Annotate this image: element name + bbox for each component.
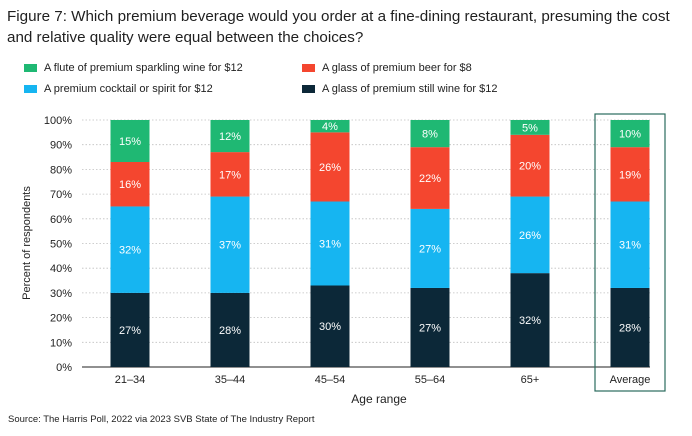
data-label: 8%	[422, 129, 438, 141]
legend-label-still-wine: A glass of premium still wine for $12	[322, 83, 498, 95]
source-note: Source: The Harris Poll, 2022 via 2023 S…	[8, 414, 315, 425]
legend-label-sparkling: A flute of premium sparkling wine for $1…	[44, 62, 243, 74]
data-label: 5%	[522, 122, 538, 134]
bar-segment	[410, 147, 450, 209]
data-label: 27%	[419, 243, 441, 255]
y-tick-label: 90%	[50, 140, 72, 152]
bar-segment	[210, 152, 250, 197]
y-tick-label: 60%	[50, 214, 72, 226]
y-tick-label: 0%	[56, 362, 72, 374]
data-label: 10%	[619, 129, 641, 141]
bar-segment	[110, 161, 150, 207]
data-label: 31%	[319, 239, 341, 251]
legend-label-cocktail: A premium cocktail or spirit for $12	[44, 83, 213, 95]
bar-segment	[610, 287, 650, 367]
bar-segment	[310, 120, 350, 133]
y-axis-label: Percent of respondents	[21, 186, 33, 300]
x-axis-label: Age range	[351, 392, 407, 406]
bar-segment	[110, 120, 150, 162]
bar-segment	[510, 196, 550, 274]
y-tick-label: 80%	[50, 164, 72, 176]
bar-segment	[410, 120, 450, 148]
data-label: 16%	[119, 179, 141, 191]
data-label: 37%	[219, 240, 241, 252]
data-label: 15%	[119, 136, 141, 148]
legend-item-still-wine: A glass of premium still wine for $12	[302, 83, 497, 95]
legend-swatch-cocktail	[24, 85, 37, 93]
bar-segment	[210, 196, 250, 293]
y-tick-label: 20%	[50, 313, 72, 325]
legend-item-beer: A glass of premium beer for $8	[302, 62, 472, 74]
data-label: 32%	[119, 245, 141, 257]
x-tick-label: 21–34	[115, 374, 146, 386]
bar-segment	[610, 201, 650, 288]
data-label: 12%	[219, 131, 241, 143]
x-tick-label: 35–44	[215, 374, 246, 386]
legend-swatch-beer	[302, 64, 315, 72]
data-label: 22%	[419, 173, 441, 185]
data-label: 30%	[319, 321, 341, 333]
x-tick-label: 55–64	[415, 374, 446, 386]
bar-segment	[310, 285, 350, 367]
y-tick-label: 70%	[50, 189, 72, 201]
bar-segment	[310, 201, 350, 286]
legend-item-sparkling: A flute of premium sparkling wine for $1…	[24, 62, 243, 74]
x-tick-label: Average	[610, 374, 651, 386]
data-label: 27%	[119, 325, 141, 337]
data-label: 26%	[519, 230, 541, 242]
x-tick-label: 65+	[521, 374, 540, 386]
y-tick-label: 40%	[50, 263, 72, 275]
y-tick-label: 30%	[50, 288, 72, 300]
data-label: 20%	[519, 161, 541, 173]
bar-segment	[310, 132, 350, 202]
bar-segment	[210, 120, 250, 153]
bar-segment	[410, 287, 450, 367]
data-label: 26%	[319, 162, 341, 174]
bar-segment	[610, 120, 650, 148]
bar-segment	[510, 273, 550, 367]
data-label: 4%	[322, 121, 338, 133]
y-tick-label: 50%	[50, 239, 72, 251]
chart-title: Figure 7: Which premium beverage would y…	[7, 8, 670, 46]
bar-segment	[210, 292, 250, 367]
data-label: 17%	[219, 169, 241, 181]
bar-segment	[510, 120, 550, 135]
legend-swatch-still-wine	[302, 85, 315, 93]
data-label: 31%	[619, 240, 641, 252]
data-label: 28%	[619, 322, 641, 334]
y-tick-label: 100%	[44, 115, 72, 127]
highlight-box	[594, 113, 666, 392]
bar-segment	[110, 292, 150, 367]
x-tick-label: 45–54	[315, 374, 346, 386]
legend-label-beer: A glass of premium beer for $8	[322, 62, 472, 74]
data-label: 27%	[419, 322, 441, 334]
data-label: 32%	[519, 315, 541, 327]
legend-item-cocktail: A premium cocktail or spirit for $12	[24, 83, 213, 95]
bar-segment	[110, 206, 150, 293]
bar-segment	[610, 147, 650, 202]
bar-segment	[510, 134, 550, 197]
data-label: 28%	[219, 325, 241, 337]
y-tick-label: 10%	[50, 337, 72, 349]
data-label: 19%	[619, 169, 641, 181]
bar-segment	[410, 208, 450, 288]
legend-swatch-sparkling	[24, 64, 37, 72]
